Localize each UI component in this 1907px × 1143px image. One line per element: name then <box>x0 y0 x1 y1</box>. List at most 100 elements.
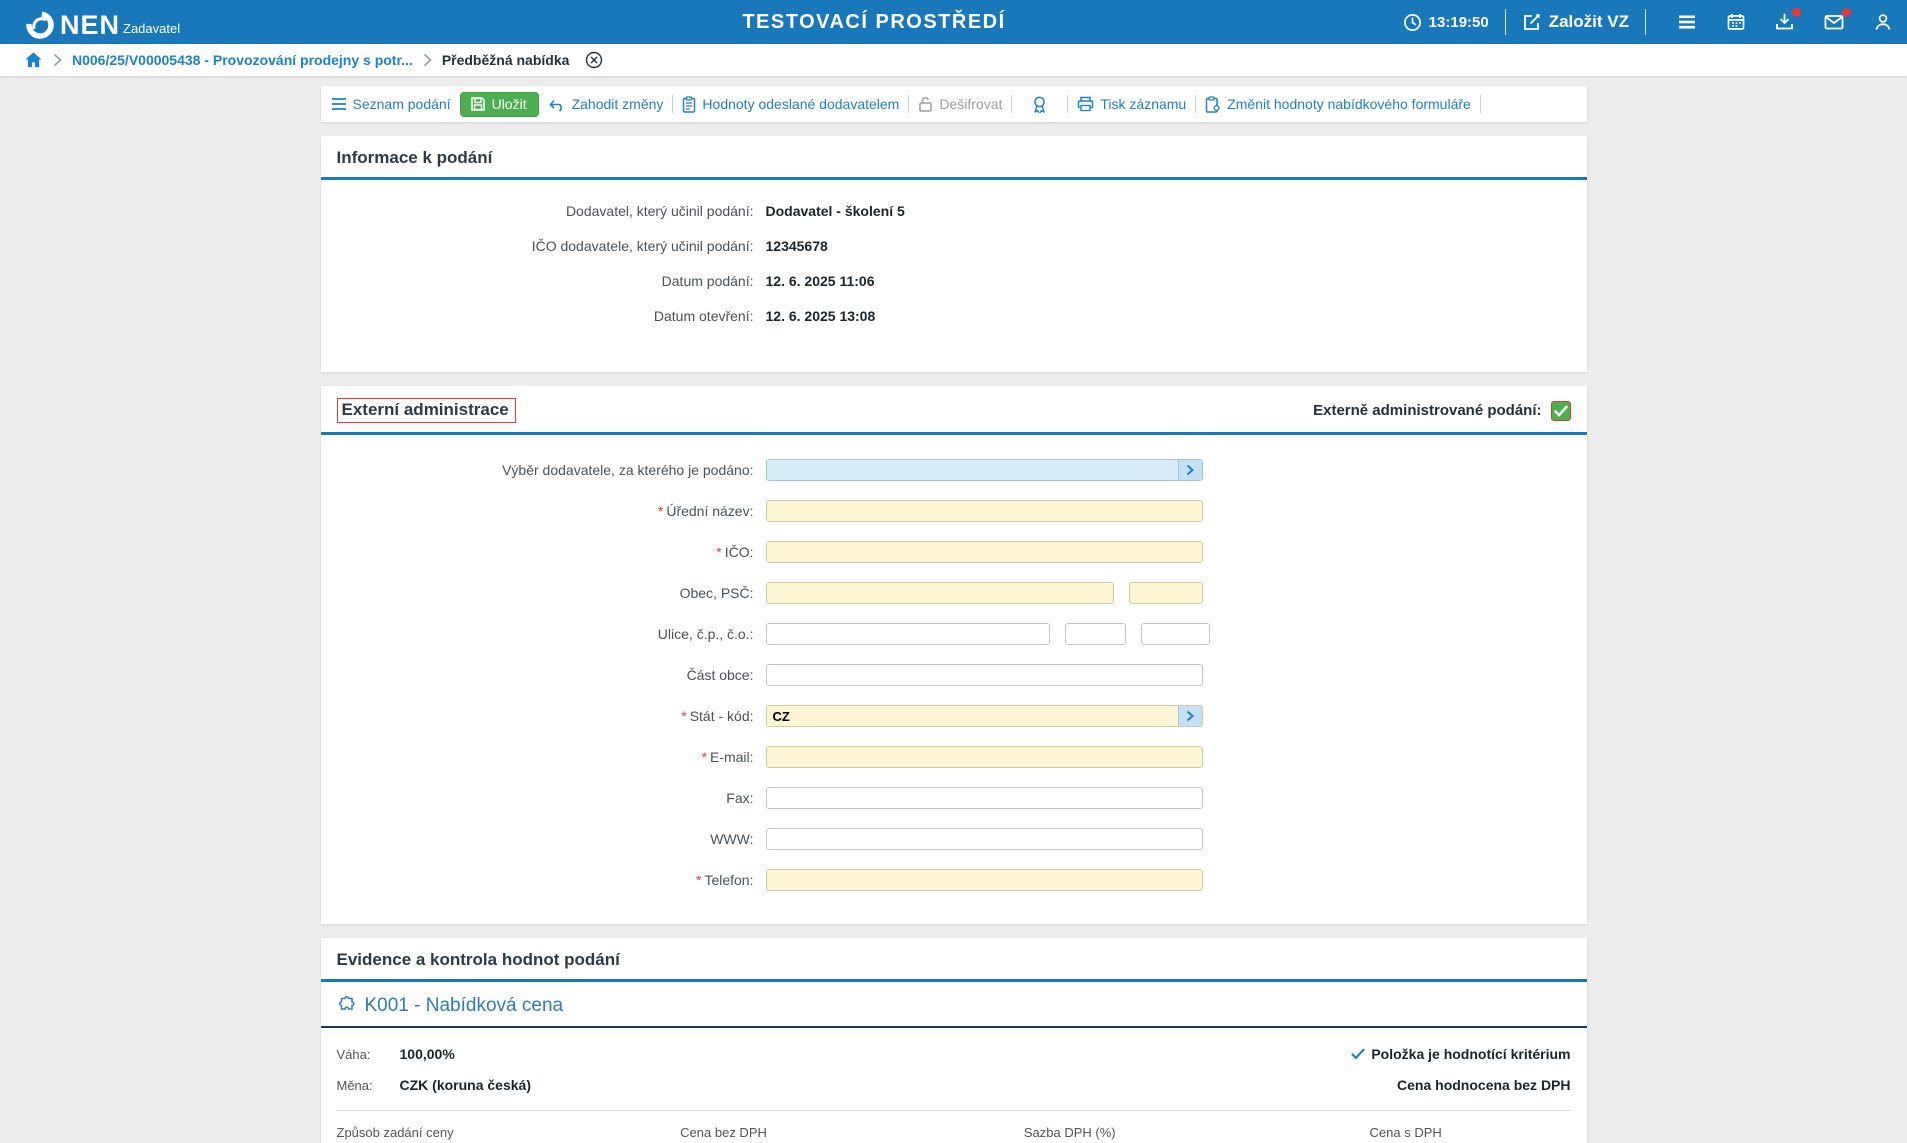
info-row-ico: IČO dodavatele, který učinil podání: 123… <box>321 237 1587 255</box>
field-label: *IČO: <box>321 544 766 560</box>
price-ex-vat-label: Cena bez DPH <box>680 1125 1024 1140</box>
vat-rate-label: Sazba DPH (%) <box>1024 1125 1370 1140</box>
messages-badge <box>1842 8 1851 17</box>
required-marker: * <box>658 503 663 519</box>
print-record-label: Tisk záznamu <box>1100 96 1186 112</box>
ico-input[interactable] <box>766 541 1203 563</box>
clock-icon <box>1403 13 1422 32</box>
fax-input[interactable] <box>766 787 1203 809</box>
menu-button[interactable] <box>1676 12 1698 32</box>
evidence-section: Evidence a kontrola hodnot podání K001 -… <box>321 938 1587 1143</box>
form-row-phone: *Telefon: <box>321 869 1587 891</box>
zip-input[interactable] <box>1129 582 1203 604</box>
chevron-right-icon <box>53 53 62 67</box>
toolbar-divider <box>1480 95 1481 113</box>
hamburger-icon <box>1676 12 1698 32</box>
street-input[interactable] <box>766 623 1050 645</box>
country-code-input[interactable] <box>767 706 1178 726</box>
section-title: Evidence a kontrola hodnot podání <box>337 950 620 970</box>
puzzle-icon <box>337 996 357 1016</box>
discard-changes-button[interactable]: Zahodit změny <box>548 96 664 112</box>
messages-button[interactable] <box>1823 12 1845 32</box>
toolbar-divider <box>1195 95 1196 113</box>
nen-logo[interactable]: NEN Zadavatel <box>0 4 180 41</box>
decrypt-button: Dešifrovat <box>918 96 1002 112</box>
print-record-button[interactable]: Tisk záznamu <box>1077 96 1186 112</box>
vat-note: Cena hodnocena bez DPH <box>1397 1077 1570 1093</box>
change-form-values-button[interactable]: Změnit hodnoty nabídkového formuláře <box>1205 96 1471 113</box>
edit-icon <box>1522 12 1542 32</box>
form-row-ico: *IČO: <box>321 541 1587 563</box>
field-label: Datum podání: <box>321 273 766 289</box>
field-label: *Úřední název: <box>321 503 766 519</box>
price-ex-vat-column: Cena bez DPH <box>680 1125 1024 1143</box>
form-row-official-name: *Úřední název: <box>321 500 1587 522</box>
form-row-country: *Stát - kód: <box>321 705 1587 727</box>
phone-input[interactable] <box>766 869 1203 891</box>
form-row-district: Část obce: <box>321 664 1587 686</box>
city-input[interactable] <box>766 582 1114 604</box>
section-title: Informace k podání <box>337 148 493 168</box>
breadcrumb: N006/25/V00005438 - Provozování prodejny… <box>0 44 1907 76</box>
decrypt-label: Dešifrovat <box>939 96 1002 112</box>
clipboard-icon <box>682 96 696 113</box>
home-icon[interactable] <box>24 51 43 69</box>
info-row-supplier: Dodavatel, který učinil podání: Dodavate… <box>321 202 1587 220</box>
brand-role: Zadavatel <box>123 21 180 36</box>
breadcrumb-current: Předběžná nabídka <box>442 52 570 68</box>
create-vz-button[interactable]: Založit VZ <box>1522 12 1629 32</box>
house-number-input[interactable] <box>1065 623 1126 645</box>
clipboard-gear-icon <box>1205 96 1221 113</box>
form-row-street: Ulice, č.p., č.o.: <box>321 623 1587 645</box>
submissions-list-label: Seznam podání <box>353 96 451 112</box>
printer-icon <box>1077 96 1094 112</box>
calendar-button[interactable] <box>1726 12 1746 32</box>
close-tab-icon[interactable] <box>585 51 603 69</box>
form-row-email: *E-mail: <box>321 746 1587 768</box>
external-admin-checkbox[interactable] <box>1551 401 1571 421</box>
supplier-picker-field <box>766 459 1203 481</box>
field-label: IČO dodavatele, který učinil podání: <box>321 238 766 254</box>
official-name-input[interactable] <box>766 500 1203 522</box>
check-icon <box>1351 1048 1365 1060</box>
current-time: 13:19:50 <box>1429 14 1489 31</box>
field-label: Část obce: <box>321 667 766 683</box>
change-form-values-label: Změnit hodnoty nabídkového formuláře <box>1227 96 1471 112</box>
create-vz-label: Založit VZ <box>1549 12 1629 32</box>
profile-button[interactable] <box>1873 12 1893 32</box>
field-value: 12. 6. 2025 11:06 <box>766 273 875 289</box>
nen-logo-icon <box>24 9 56 41</box>
chevron-right-icon <box>423 53 432 67</box>
submission-info-section: Informace k podání Dodavatel, který učin… <box>321 136 1587 372</box>
award-button[interactable] <box>1021 95 1058 114</box>
downloads-button[interactable] <box>1774 12 1795 32</box>
required-marker: * <box>681 708 686 724</box>
field-label: *E-mail: <box>321 749 766 765</box>
www-input[interactable] <box>766 828 1203 850</box>
award-icon <box>1031 95 1048 114</box>
orientation-number-input[interactable] <box>1141 623 1210 645</box>
submissions-list-button[interactable]: Seznam podání <box>331 96 451 112</box>
currency-row: Měna: CZK (koruna česká) Cena hodnocena … <box>337 1076 1571 1094</box>
district-input[interactable] <box>766 664 1203 686</box>
calendar-icon <box>1726 12 1746 32</box>
supplier-picker-input[interactable] <box>767 460 1178 480</box>
unlock-icon <box>918 96 933 112</box>
vat-rate-column: Sazba DPH (%) <box>1024 1125 1370 1143</box>
list-icon <box>331 97 347 111</box>
environment-title: TESTOVACÍ PROSTŘEDÍ <box>742 0 1005 44</box>
check-icon <box>1554 405 1568 417</box>
discard-changes-label: Zahodit změny <box>572 96 664 112</box>
country-picker-field <box>766 705 1203 727</box>
picker-open-button[interactable] <box>1178 460 1202 480</box>
save-button[interactable]: Uložit <box>460 92 539 117</box>
toolbar-divider <box>908 95 909 113</box>
email-input[interactable] <box>766 746 1203 768</box>
picker-open-button[interactable] <box>1178 706 1202 726</box>
breadcrumb-parent-link[interactable]: N006/25/V00005438 - Provozování prodejny… <box>72 52 413 68</box>
supplier-values-button[interactable]: Hodnoty odeslané dodavatelem <box>682 96 899 113</box>
record-toolbar: Seznam podání Uložit Zahodit změny Hodno… <box>321 86 1587 122</box>
field-value: 12. 6. 2025 13:08 <box>766 308 876 324</box>
required-marker: * <box>701 749 706 765</box>
toolbar-divider <box>1011 95 1012 113</box>
